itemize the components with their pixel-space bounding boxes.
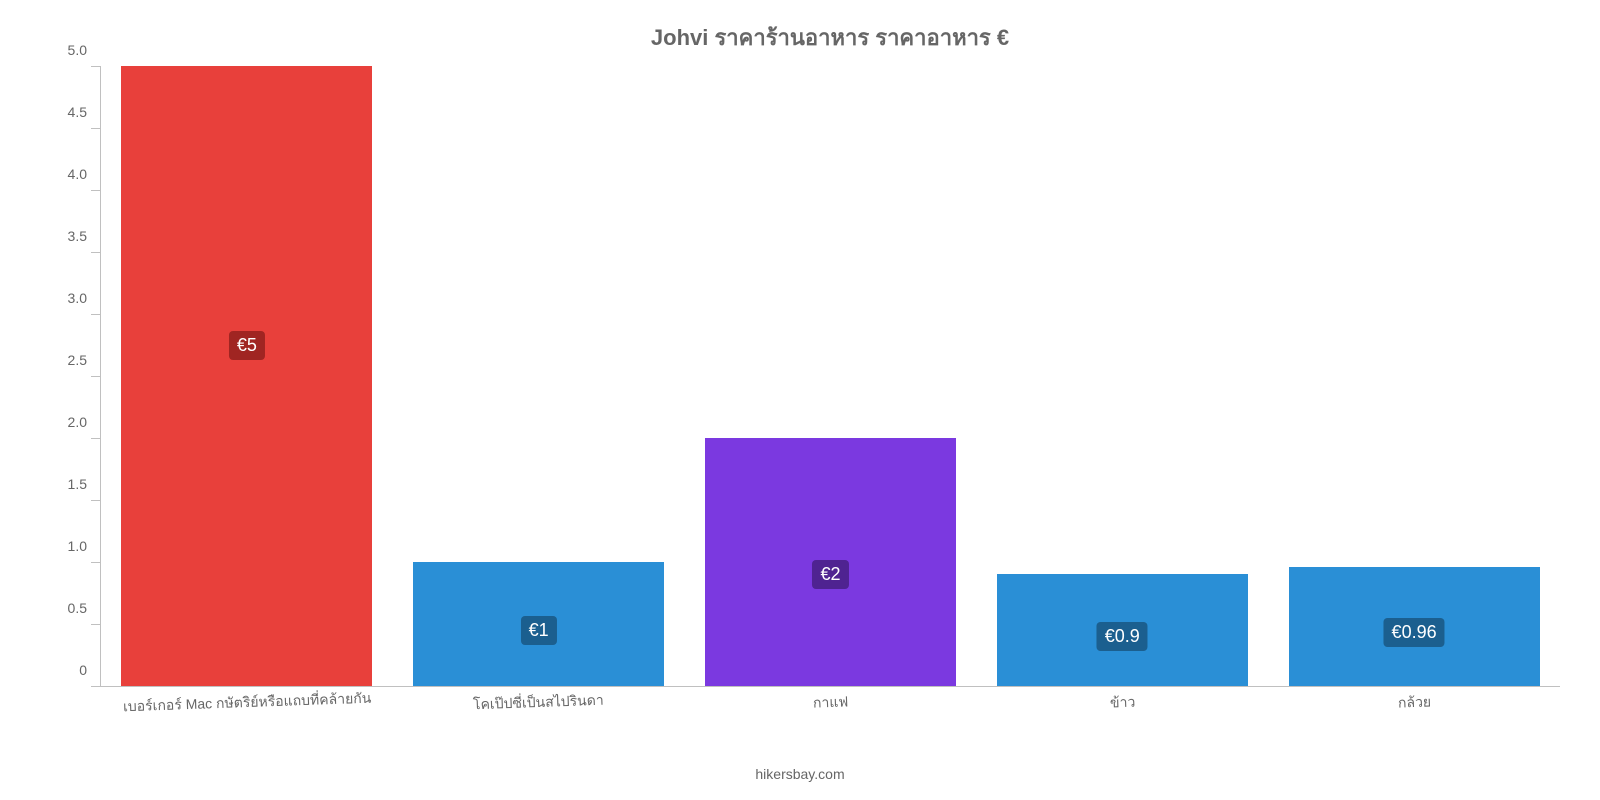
bar: €1: [413, 562, 664, 686]
y-tick-label: 0.5: [68, 600, 101, 616]
bar-slot: €2: [685, 67, 977, 686]
bar-slot: €0.9: [976, 67, 1268, 686]
y-tick-label: 0: [79, 662, 101, 678]
y-tick: [91, 686, 101, 687]
y-tick: [91, 624, 101, 625]
y-tick-label: 4.5: [68, 104, 101, 120]
y-tick-label: 1.5: [68, 476, 101, 492]
plot-area: €5€1€2€0.9€0.96 เบอร์เกอร์ Mac กษัตริย์ห…: [100, 67, 1560, 687]
bar-slot: €5: [101, 67, 393, 686]
y-tick: [91, 128, 101, 129]
y-tick: [91, 190, 101, 191]
x-axis-label: โคเป๊ปซี่เป็นสไปรินดา: [393, 692, 685, 714]
bar: €0.9: [997, 574, 1248, 686]
y-tick: [91, 376, 101, 377]
y-tick-label: 2.0: [68, 414, 101, 430]
y-tick-label: 5.0: [68, 42, 101, 58]
attribution-text: hikersbay.com: [755, 766, 844, 782]
bar-slot: €0.96: [1268, 67, 1560, 686]
bar-value-badge: €5: [229, 331, 265, 360]
chart-container: Johvi ราคาร้านอาหาร ราคาอาหาร € €5 €1 €2 €0…: [0, 0, 1600, 800]
y-tick: [91, 562, 101, 563]
y-tick-label: 3.0: [68, 290, 101, 306]
bar: €0.96: [1289, 567, 1540, 686]
bar: €5: [121, 66, 372, 686]
bar-value-badge: €1: [521, 616, 557, 645]
x-axis-label: กล้วย: [1268, 692, 1560, 714]
bar-value-badge: €0.9: [1097, 622, 1148, 651]
x-axis-label: ข้าว: [976, 692, 1268, 714]
bar-value-badge: €0.96: [1384, 618, 1445, 647]
y-tick-label: 4.0: [68, 166, 101, 182]
y-tick-label: 2.5: [68, 352, 101, 368]
bar-value-badge: €2: [812, 560, 848, 589]
x-axis-label: เบอร์เกอร์ Mac กษัตริย์หรือแถบที่คล้ายกั…: [101, 692, 393, 714]
x-axis-label: กาแฟ: [685, 692, 977, 714]
bars-region: €5 €1 €2 €0.9 €0.96: [101, 67, 1560, 686]
x-axis-labels: เบอร์เกอร์ Mac กษัตริย์หรือแถบที่คล้ายกั…: [101, 692, 1560, 714]
y-tick: [91, 314, 101, 315]
y-tick: [91, 252, 101, 253]
y-tick: [91, 66, 101, 67]
bar-slot: €1: [393, 67, 685, 686]
y-tick-label: 1.0: [68, 538, 101, 554]
chart-title: Johvi ราคาร้านอาหาร ราคาอาหาร €: [100, 20, 1560, 55]
y-tick: [91, 500, 101, 501]
y-tick-label: 3.5: [68, 228, 101, 244]
y-tick: [91, 438, 101, 439]
bar: €2: [705, 438, 956, 686]
